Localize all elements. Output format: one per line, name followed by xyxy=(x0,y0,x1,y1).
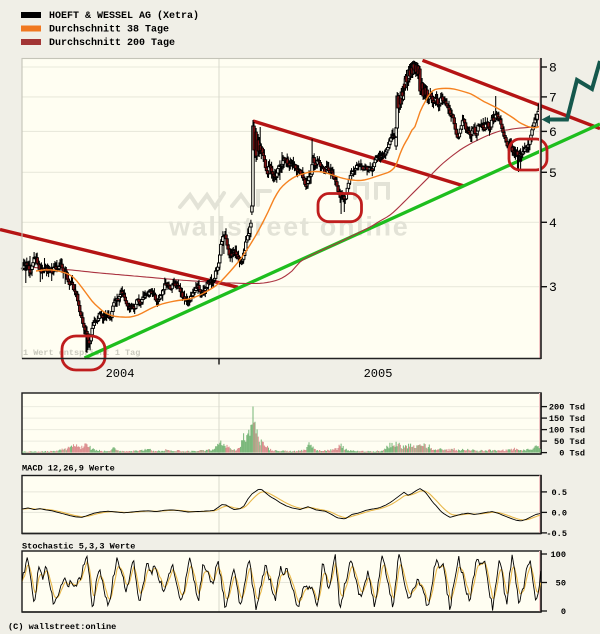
svg-text:1 Wert entspricht 1 Tag: 1 Wert entspricht 1 Tag xyxy=(23,348,140,358)
svg-text:4: 4 xyxy=(549,216,557,231)
svg-text:HOEFT & WESSEL AG (Xetra): HOEFT & WESSEL AG (Xetra) xyxy=(49,10,199,22)
svg-text:200 Tsd: 200 Tsd xyxy=(549,402,585,412)
svg-text:Stochastic 5,3,3 Werte: Stochastic 5,3,3 Werte xyxy=(22,542,135,552)
svg-text:0 Tsd: 0 Tsd xyxy=(559,448,585,458)
svg-text:2005: 2005 xyxy=(364,367,393,381)
svg-text:50 Tsd: 50 Tsd xyxy=(554,437,585,447)
svg-text:Durchschnitt 200 Tage: Durchschnitt 200 Tage xyxy=(49,37,175,49)
svg-text:Durchschnitt 38 Tage: Durchschnitt 38 Tage xyxy=(49,24,169,36)
svg-text:0: 0 xyxy=(561,607,566,617)
svg-text:50: 50 xyxy=(556,579,566,589)
svg-text:7: 7 xyxy=(549,90,557,105)
svg-text:6: 6 xyxy=(549,125,557,140)
svg-text:-0.5: -0.5 xyxy=(546,529,567,539)
svg-text:100 Tsd: 100 Tsd xyxy=(549,425,585,435)
svg-text:5: 5 xyxy=(549,166,557,181)
svg-text:8: 8 xyxy=(549,61,557,76)
svg-text:(C) wallstreet:online: (C) wallstreet:online xyxy=(8,622,116,632)
svg-text:0.0: 0.0 xyxy=(552,508,567,518)
svg-text:100: 100 xyxy=(551,550,566,560)
svg-text:150 Tsd: 150 Tsd xyxy=(549,414,585,424)
svg-text:MACD 12,26,9 Werte: MACD 12,26,9 Werte xyxy=(22,464,115,474)
svg-text:wallstreet online: wallstreet online xyxy=(168,212,409,242)
svg-text:3: 3 xyxy=(549,280,557,295)
svg-text:0.5: 0.5 xyxy=(552,488,567,498)
svg-text:2004: 2004 xyxy=(106,367,135,381)
